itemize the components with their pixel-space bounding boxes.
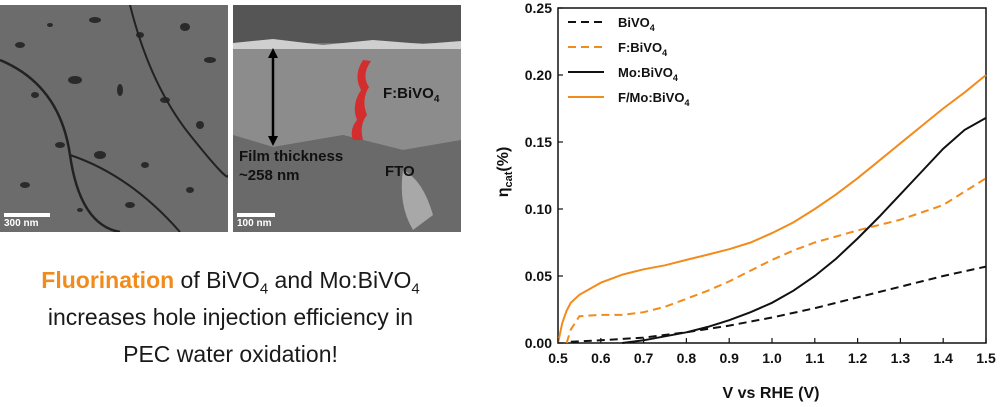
legend-label-2: Mo:BiVO4 — [618, 65, 678, 83]
thickness-label-line2: ~258 nm — [239, 167, 300, 184]
x-tick-label: 1.2 — [848, 350, 868, 366]
series-line-3 — [557, 74, 987, 344]
series-line-0 — [570, 265, 987, 343]
efficiency-line-chart: 0.5 0.6 0.7 0.8 0.9 1.0 1.1 1.2 1.3 1.4 1.5 0.00 0.0… — [495, 0, 996, 402]
y-axis-title: ηcat(%) — [495, 147, 515, 198]
legend-label-1: F:BiVO4 — [618, 40, 667, 58]
x-tick-label: 1.5 — [976, 350, 996, 366]
scale-bar-100nm: 100 nm — [237, 213, 275, 229]
caption-line2: increases hole injection efficiency in — [47, 304, 414, 330]
legend-label-0: BiVO4 — [618, 15, 655, 33]
x-tick-label: 0.9 — [719, 350, 739, 366]
x-tick-label: 0.5 — [548, 350, 568, 366]
x-tick-label: 1.0 — [762, 350, 782, 366]
sem-top-view-image: 300 nm — [0, 5, 228, 232]
x-tick-label: 0.7 — [634, 350, 654, 366]
x-tick-label: 0.8 — [677, 350, 697, 366]
sem-cross-section-texture — [233, 5, 461, 232]
y-tick-label: 0.10 — [525, 201, 552, 217]
y-tick-label: 0.20 — [525, 67, 552, 83]
chart-legend: BiVO4 F:BiVO4 Mo:BiVO4 F/Mo:BiVO4 — [568, 15, 689, 108]
x-tick-label: 1.3 — [891, 350, 911, 366]
y-tick-label: 0.00 — [525, 335, 552, 351]
legend-label-3: F/Mo:BiVO4 — [618, 90, 689, 108]
caption-line1: Fluorination of BiVO4 and Mo:BiVO4 — [41, 267, 420, 298]
caption-highlight: Fluorination — [41, 267, 175, 293]
sem-cross-section-image: F:BiVO4 Film thickness ~258 nm FTO 100 n… — [233, 5, 461, 232]
x-tick-label: 1.1 — [805, 350, 825, 366]
figure-caption: Fluorination of BiVO4 and Mo:BiVO4 incre… — [0, 262, 461, 373]
thickness-label-line1: Film thickness — [239, 148, 344, 165]
caption-line3: PEC water oxidation! — [123, 341, 338, 367]
scale-bar-300nm: 300 nm — [4, 213, 50, 229]
sem-top-view-texture — [0, 5, 228, 232]
y-tick-label: 0.05 — [525, 268, 552, 284]
series-line-2 — [622, 117, 987, 344]
x-tick-label: 0.6 — [591, 350, 611, 366]
y-tick-label: 0.25 — [525, 0, 552, 16]
plot-area — [557, 7, 987, 344]
scale-bar-label: 100 nm — [237, 218, 272, 229]
x-tick-label: 1.4 — [933, 350, 953, 366]
series-line-1 — [565, 177, 987, 344]
substrate-label: FTO — [385, 163, 415, 180]
scale-bar-label: 300 nm — [4, 218, 39, 229]
x-axis-title: V vs RHE (V) — [723, 385, 820, 402]
y-tick-label: 0.15 — [525, 134, 552, 150]
film-label: F:BiVO4 — [383, 85, 440, 105]
